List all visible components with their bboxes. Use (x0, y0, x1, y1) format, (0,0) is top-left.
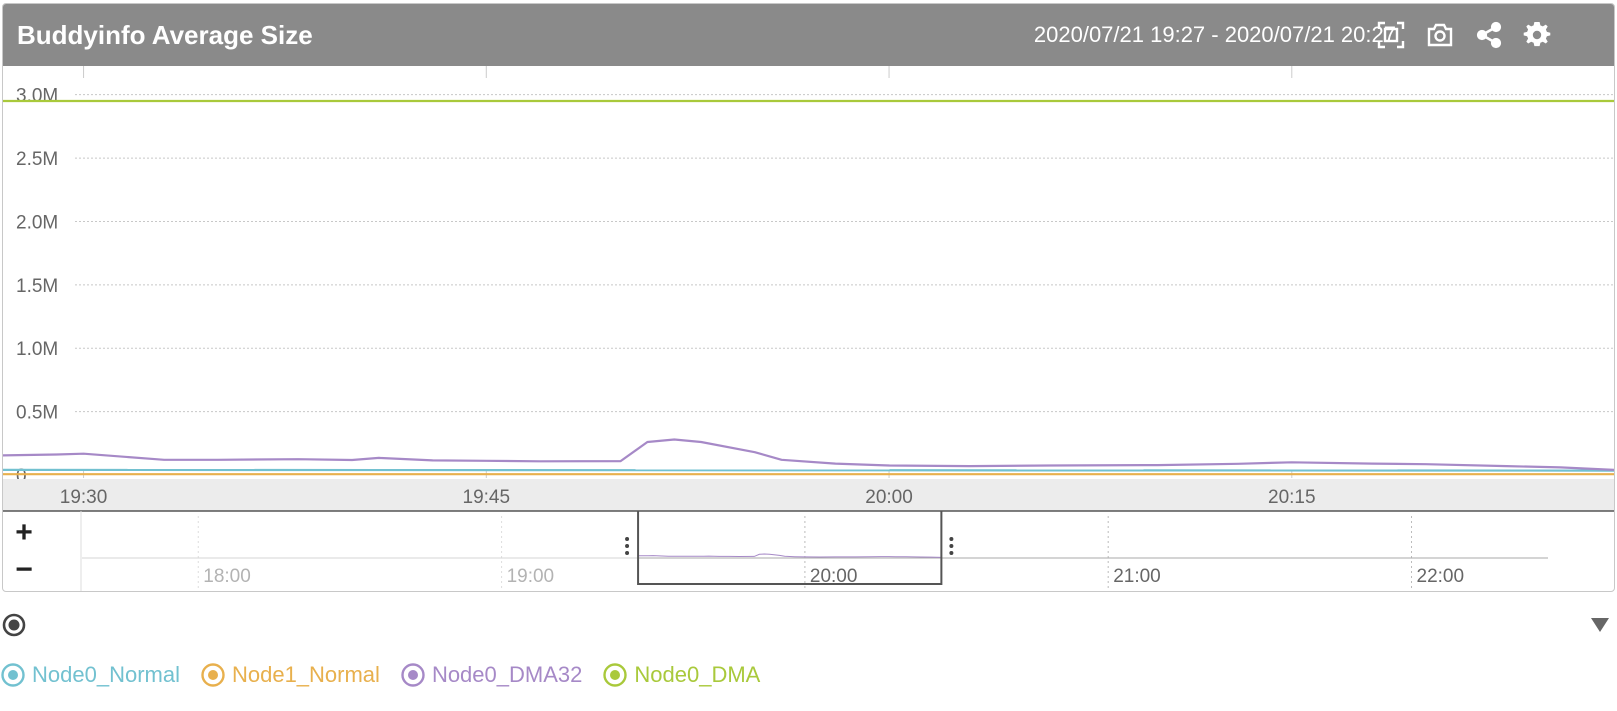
y-axis: 0 0.5M 1.0M 1.5M 2.0M 2.5M 3.0M (16, 86, 58, 487)
y-tick-label: 2.0M (16, 212, 58, 233)
legend-label: Node0_DMA (634, 662, 761, 687)
zoom-out-button[interactable]: − (15, 553, 33, 586)
fullscreen-icon[interactable] (1375, 19, 1407, 51)
navigator-handle[interactable] (625, 537, 630, 555)
legend-label: Node0_DMA32 (431, 662, 583, 687)
series-line-Node0_DMA32 (3, 438, 1614, 471)
x-tick-label: 19:45 (463, 487, 511, 508)
zoom-in-button[interactable]: + (15, 516, 33, 549)
navigator-handle[interactable] (949, 537, 954, 555)
legend-marker-icon (200, 662, 226, 688)
legend-item-Node1_Normal[interactable]: Node1_Normal (200, 662, 380, 688)
time-range-label[interactable]: 2020/07/21 19:27 - 2020/07/21 20:27 (1033, 22, 1396, 47)
x-axis-band (3, 479, 1614, 511)
chart-panel: Buddyinfo Average Size 2020/07/21 19:27 … (2, 3, 1615, 592)
legend-marker-icon (400, 662, 426, 688)
camera-icon[interactable] (1424, 19, 1456, 51)
x-tick-label: 19:30 (60, 487, 108, 508)
legend-marker-icon (602, 662, 628, 688)
navigator-tick-label: 22:00 (1417, 566, 1465, 587)
series-line-Node0_Normal (3, 468, 1614, 472)
chart-area[interactable]: 0 0.5M 1.0M 1.5M 2.0M 2.5M 3.0M 19:30 19:45 20:0… (3, 66, 1614, 591)
navigator-tick-label: 21:00 (1113, 566, 1161, 587)
grid (75, 94, 1614, 413)
y-tick-label: 1.5M (16, 276, 58, 297)
y-tick-label: 3.0M (16, 86, 58, 107)
navigator-series-line (638, 553, 942, 558)
legend-item-Node0_DMA32[interactable]: Node0_DMA32 (400, 662, 582, 688)
x-tick-label: 20:00 (865, 487, 913, 508)
navigator-mask-left (82, 512, 639, 591)
legend-item-Node0_Normal[interactable]: Node0_Normal (0, 662, 180, 688)
navigator-tick-label: 20:00 (810, 566, 858, 587)
y-tick-label: 1.0M (16, 339, 58, 360)
legend-label: Node1_Normal (231, 662, 380, 687)
legend-toggle-icon[interactable] (2, 613, 26, 637)
panel-header: Buddyinfo Average Size 2020/07/21 19:27 … (3, 4, 1614, 66)
share-icon[interactable] (1473, 19, 1505, 51)
legend: Node0_Normal Node1_Normal Node0_DMA32 Node0… (0, 660, 780, 690)
x-axis: 19:30 19:45 20:00 20:15 (60, 66, 1316, 508)
legend-marker-icon (0, 662, 26, 688)
navigator-window[interactable] (637, 511, 943, 585)
x-tick-label: 20:15 (1268, 487, 1316, 508)
series-lines (3, 99, 1614, 476)
collapse-arrow-icon[interactable] (1589, 614, 1611, 634)
legend-label: Node0_Normal (32, 662, 180, 687)
panel-title: Buddyinfo Average Size (17, 20, 313, 50)
y-tick-label: 0 (16, 466, 27, 487)
y-tick-label: 2.5M (16, 149, 58, 170)
legend-item-Node0_DMA[interactable]: Node0_DMA (602, 662, 760, 688)
gear-icon[interactable] (1521, 19, 1553, 51)
y-tick-label: 0.5M (16, 403, 58, 424)
